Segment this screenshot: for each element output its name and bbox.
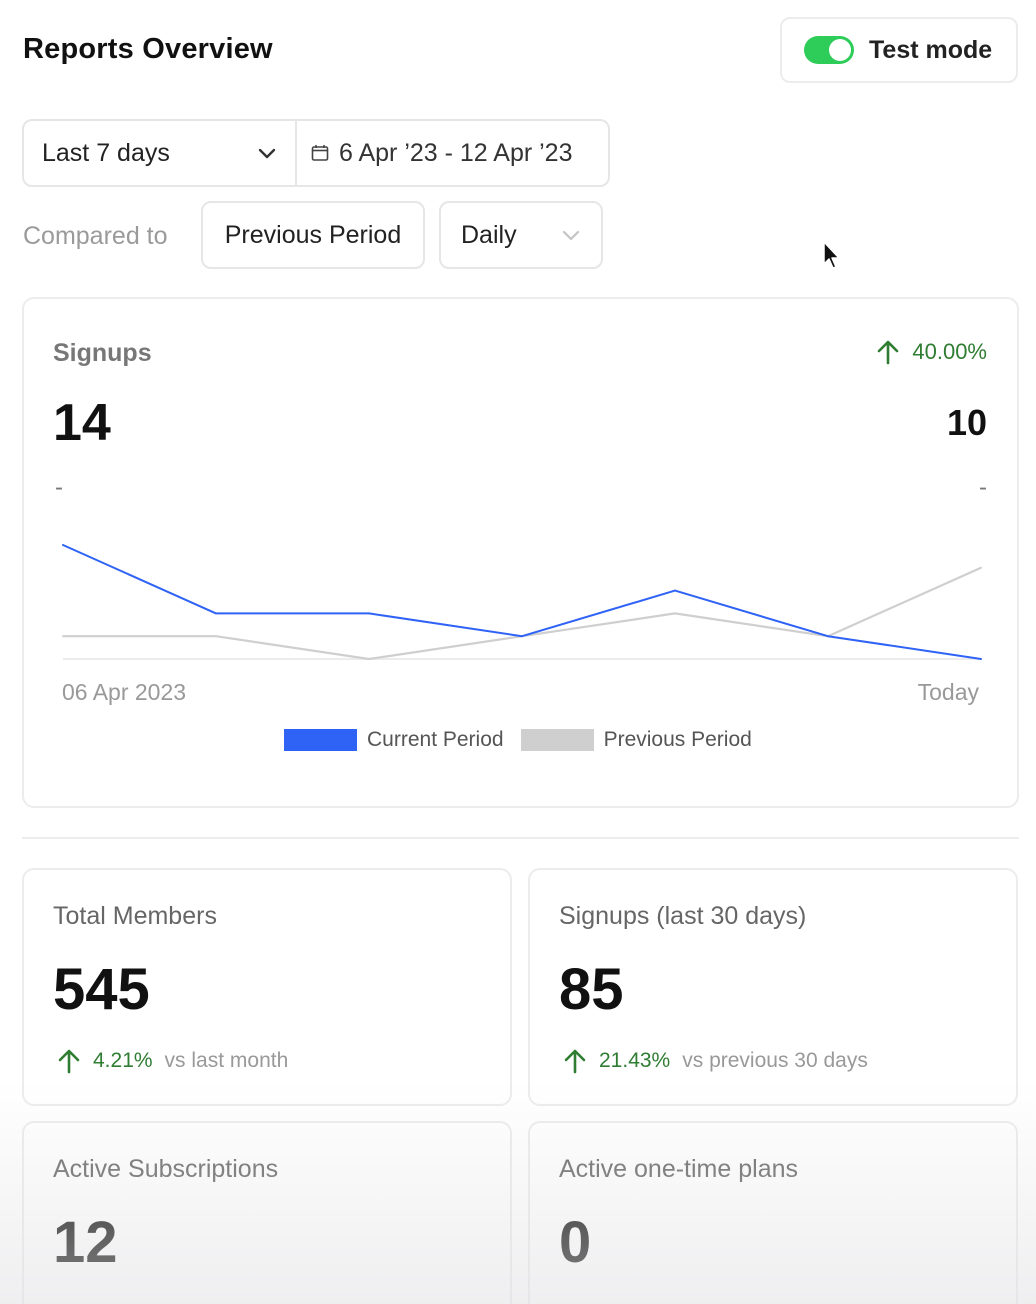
stat-trend-pct: 21.43% (599, 1049, 671, 1072)
x-axis-end-label: Today (917, 679, 979, 705)
point-previous-2 (368, 658, 370, 660)
test-mode-toggle[interactable]: Test mode (780, 17, 1018, 83)
previous-period-total: 10 (946, 402, 987, 443)
stat-trend-pct: 4.21% (93, 1049, 153, 1072)
stat-label: Active Subscriptions (53, 1155, 279, 1183)
stat-value: 545 (53, 957, 150, 1022)
range-select[interactable]: Last 7 days (24, 121, 297, 185)
series-line-previous-period (63, 566, 982, 661)
series-line-current-period (62, 544, 982, 660)
arrow-up-icon (564, 1049, 586, 1074)
current-period-total: 14 (53, 394, 111, 452)
legend-swatch-previous (520, 729, 594, 751)
stat-card-active-subscriptions: Active Subscriptions 12 (22, 1121, 512, 1304)
stat-card-total-members: Total Members 545 4.21% vs last month (22, 868, 512, 1106)
chart-change-value: 40.00% (912, 339, 987, 364)
compare-period-button[interactable]: Previous Period (201, 201, 425, 269)
legend-label-previous: Previous Period (603, 728, 752, 751)
calendar-icon (311, 145, 329, 161)
point-previous-1 (215, 635, 217, 638)
stat-trend: 4.21% vs last month (57, 1048, 288, 1074)
x-axis-start-label: 06 Apr 2023 (62, 679, 187, 705)
stat-label: Signups (last 30 days) (559, 902, 807, 930)
interval-select[interactable]: Daily (439, 201, 603, 269)
stat-value: 12 (53, 1210, 118, 1275)
section-divider (22, 837, 1019, 839)
legend-label-current: Current Period (367, 728, 504, 751)
compared-to-label: Compared to (23, 222, 168, 250)
signups-line-chart (62, 544, 982, 661)
toggle-switch[interactable] (804, 36, 854, 64)
current-period-dash: - (55, 474, 63, 501)
stat-card-signups-30-days: Signups (last 30 days) 85 21.43% vs prev… (528, 868, 1018, 1106)
point-previous-6 (980, 566, 982, 569)
legend-swatch-current (284, 729, 357, 751)
mouse-cursor-icon (823, 241, 840, 269)
date-range-picker[interactable]: 6 Apr ’23 - 12 Apr ’23 (297, 121, 608, 185)
chevron-down-icon (258, 148, 276, 159)
interval-select-value: Daily (461, 220, 517, 249)
point-previous-0 (62, 635, 64, 638)
stat-label: Active one-time plans (559, 1155, 799, 1183)
point-current-2 (368, 612, 370, 615)
point-current-6 (980, 658, 982, 660)
chart-legend: Current Period Previous Period (284, 728, 769, 752)
stat-value: 85 (559, 957, 624, 1022)
point-current-3 (521, 635, 523, 638)
point-current-4 (674, 589, 676, 592)
point-current-1 (215, 612, 217, 615)
previous-period-dash: - (979, 474, 987, 501)
stat-card-active-one-time-plans: Active one-time plans 0 (528, 1121, 1018, 1304)
legend-item-current: Current Period (284, 728, 504, 752)
stat-value: 0 (559, 1210, 592, 1275)
point-current-5 (827, 635, 829, 638)
date-range-group: Last 7 days 6 Apr ’23 - 12 Apr ’23 (22, 119, 610, 187)
arrow-up-icon (878, 340, 899, 365)
stat-trend: 21.43% vs previous 30 days (563, 1048, 868, 1074)
page-title: Reports Overview (23, 33, 273, 65)
chart-title: Signups (53, 339, 152, 367)
legend-item-previous: Previous Period (520, 728, 752, 752)
chevron-down-icon (562, 230, 580, 241)
stat-trend-compare: vs previous 30 days (682, 1049, 868, 1072)
point-current-0 (62, 544, 64, 546)
chart-change-badge: 40.00% (876, 339, 987, 365)
date-range-value: 6 Apr ’23 - 12 Apr ’23 (339, 138, 573, 167)
point-previous-4 (674, 612, 676, 615)
range-select-value: Last 7 days (42, 138, 170, 167)
test-mode-label: Test mode (869, 35, 993, 64)
toggle-knob (829, 39, 851, 61)
signups-chart-card: Signups 40.00% 14 10 - - 06 Apr 2023 Tod… (22, 297, 1019, 808)
arrow-up-icon (58, 1049, 80, 1074)
stat-trend-compare: vs last month (164, 1049, 289, 1072)
stat-label: Total Members (53, 902, 217, 930)
